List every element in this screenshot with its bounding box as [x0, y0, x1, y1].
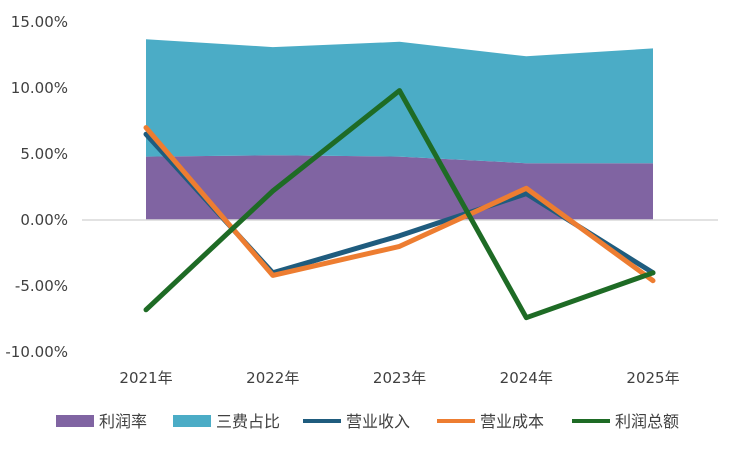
- x-tick-label: 2023年: [373, 369, 426, 387]
- area-series-2: [146, 39, 653, 164]
- legend-swatch: [56, 415, 94, 427]
- y-tick-label: -10.00%: [5, 343, 68, 361]
- y-tick-label: 10.00%: [11, 79, 68, 97]
- legend-item: 三费占比: [173, 412, 280, 431]
- y-tick-label: -5.00%: [15, 277, 68, 295]
- x-tick-label: 2024年: [500, 369, 553, 387]
- legend-item: 营业收入: [303, 412, 410, 431]
- line-series-2: [143, 125, 656, 284]
- legend-item: 营业成本: [437, 412, 544, 431]
- x-tick-label: 2021年: [119, 369, 172, 387]
- y-tick-label: 5.00%: [20, 145, 68, 163]
- area-series-1: [146, 155, 653, 220]
- legend-label: 利润总额: [615, 412, 679, 431]
- legend-swatch: [173, 415, 211, 427]
- legend-label: 利润率: [99, 412, 147, 431]
- x-axis-ticks: 2021年 2022年 2023年 2024年 2025年: [119, 369, 679, 387]
- legend: 利润率 三费占比 营业收入 营业成本 利润总额: [56, 412, 679, 431]
- y-tick-label: 15.00%: [11, 13, 68, 31]
- y-tick-label: 0.00%: [20, 211, 68, 229]
- line-series-3: [143, 88, 656, 321]
- legend-item: 利润率: [56, 412, 147, 431]
- legend-label: 营业成本: [480, 412, 544, 431]
- legend-label: 营业收入: [346, 412, 410, 431]
- legend-label: 三费占比: [216, 412, 280, 431]
- x-tick-label: 2025年: [626, 369, 679, 387]
- legend-item: 利润总额: [572, 412, 679, 431]
- area-layer: [146, 39, 653, 220]
- x-tick-label: 2022年: [246, 369, 299, 387]
- line-layer: [143, 88, 656, 321]
- y-axis-ticks: 15.00% 10.00% 5.00% 0.00% -5.00% -10.00%: [5, 13, 68, 361]
